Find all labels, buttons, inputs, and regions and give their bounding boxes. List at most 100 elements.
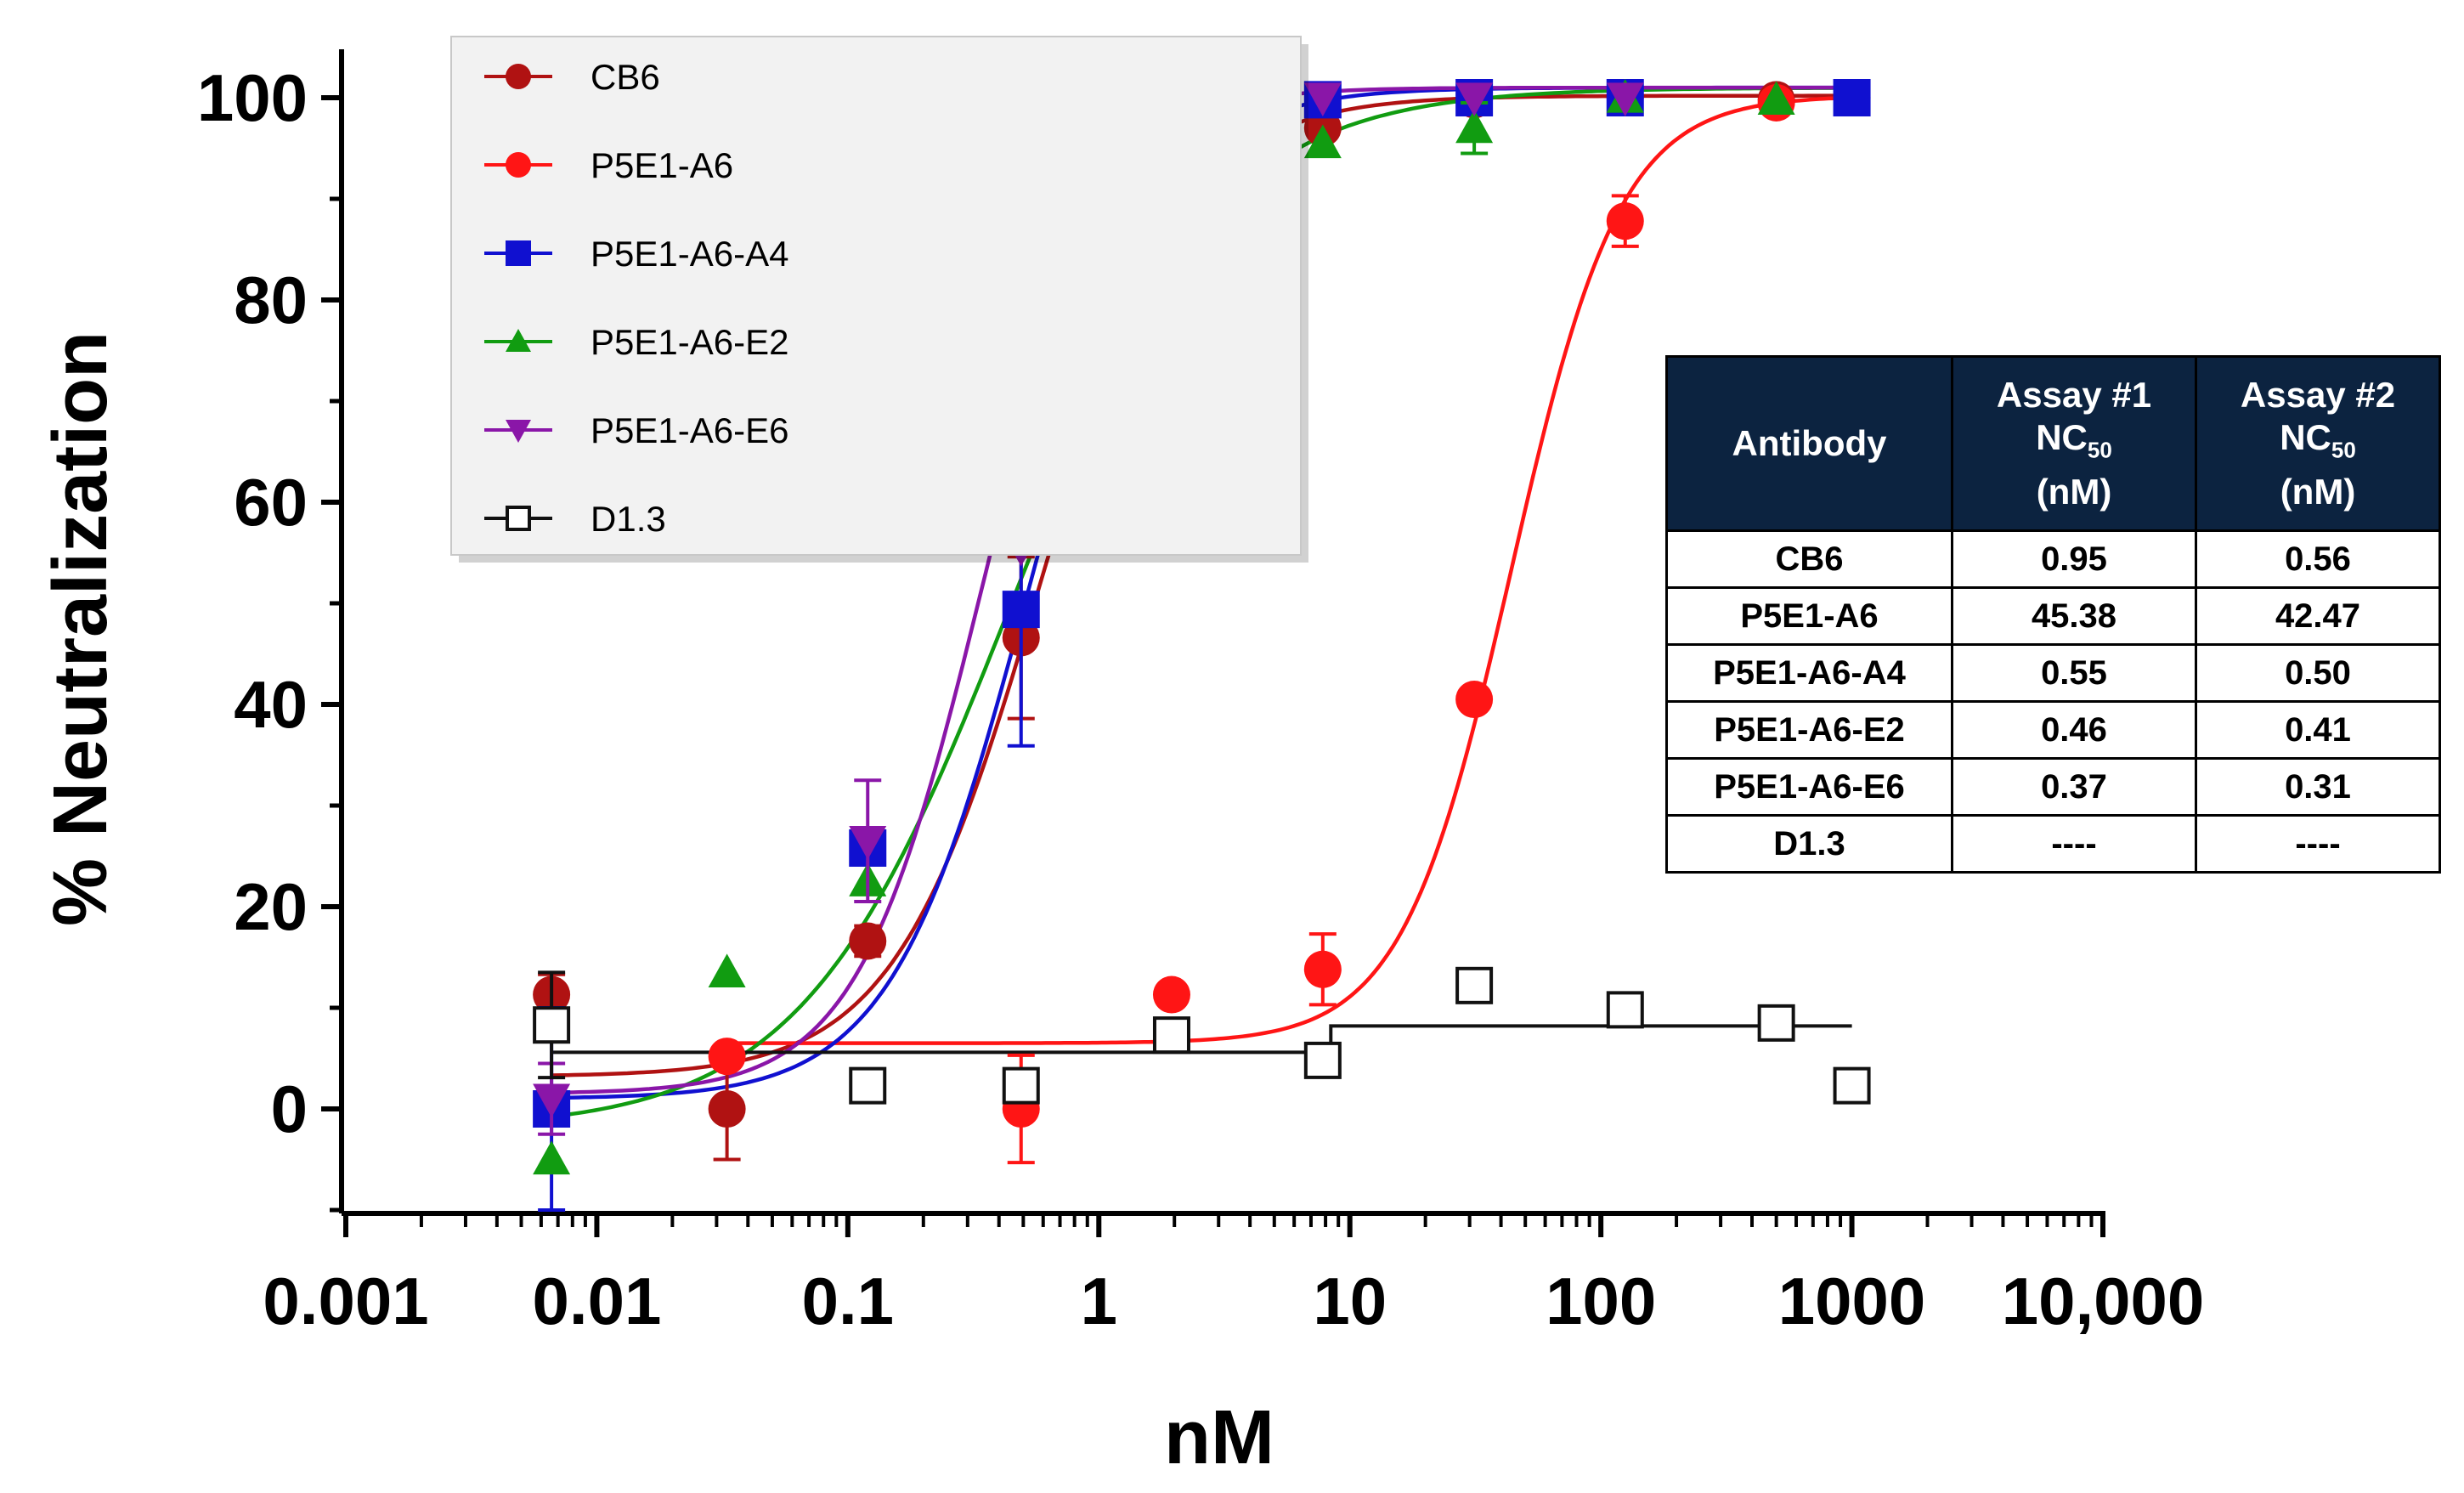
table-row: P5E1-A6-A4 0.55 0.50: [1665, 643, 2441, 703]
tick-labels: 0 20 40 60 80 100 0.001 0.01 0.1 1 10 100 1000 10,000: [197, 60, 2204, 1338]
legend-marker-P5E1-A6-E2: [506, 329, 531, 352]
x-tick-label: 0.01: [533, 1264, 662, 1338]
data-point-P5E1-A6-E2: [533, 1140, 571, 1175]
y-tick-label: 20: [234, 869, 308, 944]
x-axis-title: nM: [1164, 1395, 1274, 1480]
legend-marker-D1.3: [506, 506, 531, 531]
data-point-D1.3: [1606, 991, 1644, 1029]
x-tick-label: 0.001: [263, 1264, 428, 1338]
header-assay1: Assay #1 NC50 (nM): [1951, 355, 2197, 532]
cell-antibody: P5E1-A6-E2: [1665, 700, 1953, 760]
data-point-CB6: [849, 922, 887, 960]
x-tick-label: 1: [1081, 1264, 1117, 1338]
data-point-D1.3: [849, 1066, 887, 1105]
data-point-P5E1-A6-E6: [1303, 82, 1342, 116]
cell-assay1: 0.37: [1951, 757, 2197, 817]
data-point-CB6: [708, 1090, 746, 1128]
data-point-P5E1-A6-E2: [1757, 81, 1795, 115]
data-point-P5E1-A6-E6: [849, 826, 887, 860]
data-point-D1.3: [1455, 966, 1494, 1004]
header-assay2-sub: 50: [2331, 437, 2356, 463]
data-point-P5E1-A6-A4: [1002, 591, 1040, 629]
data-point-P5E1-A6-E6: [1606, 82, 1644, 116]
data-point-D1.3: [1833, 1066, 1871, 1105]
data-point-P5E1-A6: [1606, 202, 1644, 240]
table-row: P5E1-A6-E6 0.37 0.31: [1665, 757, 2441, 817]
nc50-summary-table: Antibody Assay #1 NC50 (nM) Assay #2 NC5…: [1665, 355, 2441, 874]
cell-assay2: 42.47: [2195, 586, 2441, 646]
cell-antibody: P5E1-A6: [1665, 586, 1953, 646]
legend-label: P5E1-A6-E6: [591, 410, 788, 450]
fit-curve-D1.3: [551, 1024, 1852, 1055]
cell-assay2: 0.56: [2195, 529, 2441, 589]
data-point-P5E1-A6-E2: [1455, 109, 1494, 144]
data-point-P5E1-A6-A4: [1833, 79, 1871, 116]
header-assay1-line1: Assay #1: [1996, 374, 2152, 415]
header-assay2-unit: (nM): [2280, 472, 2356, 512]
data-point-P5E1-A6: [1303, 950, 1342, 988]
cell-antibody: CB6: [1665, 529, 1953, 589]
data-points: [533, 79, 1871, 1212]
cell-assay1: 0.95: [1951, 529, 2197, 589]
data-point-D1.3: [1152, 1016, 1190, 1055]
data-point-D1.3: [533, 1006, 571, 1044]
legend-box: [450, 36, 1302, 556]
data-point-P5E1-A6-E6: [533, 1083, 571, 1118]
data-point-D1.3: [1303, 1041, 1342, 1079]
cell-assay1: 0.46: [1951, 700, 2197, 760]
header-antibody: Antibody: [1665, 355, 1953, 532]
legend-marker-CB6: [506, 64, 531, 89]
legend-label: P5E1-A6-A4: [591, 234, 788, 274]
data-point-P5E1-A6: [1455, 681, 1494, 719]
cell-antibody: D1.3: [1665, 814, 1953, 874]
data-point-P5E1-A6-E2: [708, 953, 746, 987]
cell-assay2: 0.50: [2195, 643, 2441, 703]
x-tick-label: 10,000: [2002, 1264, 2205, 1338]
table-row: P5E1-A6 45.38 42.47: [1665, 586, 2441, 646]
y-tick-label: 80: [234, 263, 308, 337]
cell-assay1: 45.38: [1951, 586, 2197, 646]
header-assay1-unit: (nM): [2036, 472, 2112, 512]
y-axis-title: % Neutralization: [38, 331, 123, 926]
y-tick-label: 40: [234, 667, 308, 742]
header-assay1-sub: 50: [2087, 437, 2112, 463]
x-tick-label: 1000: [1778, 1264, 1926, 1338]
cell-assay2: 0.41: [2195, 700, 2441, 760]
fit-curve-P5E1-A6: [726, 95, 1852, 1045]
legend-label: P5E1-A6: [591, 145, 733, 185]
y-tick-label: 0: [271, 1072, 308, 1146]
data-point-D1.3: [1757, 1004, 1795, 1042]
header-assay2: Assay #2 NC50 (nM): [2195, 355, 2441, 532]
legend-marker-P5E1-A6: [506, 152, 531, 178]
cell-assay1: 0.55: [1951, 643, 2197, 703]
data-point-P5E1-A6-E2: [1303, 124, 1342, 159]
legend-label: D1.3: [591, 499, 666, 539]
cell-assay1: ----: [1951, 814, 2197, 874]
data-point-P5E1-A6-E6: [1455, 82, 1494, 116]
legend-label: CB6: [591, 57, 660, 97]
data-point-P5E1-A6: [708, 1038, 746, 1076]
header-assay2-line1: Assay #2: [2240, 374, 2396, 415]
legend-label: P5E1-A6-E2: [591, 322, 788, 362]
data-point-D1.3: [1002, 1066, 1040, 1105]
table-row: P5E1-A6-E2 0.46 0.41: [1665, 700, 2441, 760]
data-point-P5E1-A6: [1152, 976, 1190, 1014]
table-row: CB6 0.95 0.56: [1665, 529, 2441, 589]
legend-marker-P5E1-A6-A4: [506, 240, 531, 266]
cell-antibody: P5E1-A6-A4: [1665, 643, 1953, 703]
x-tick-label: 0.1: [802, 1264, 894, 1338]
x-tick-label: 100: [1546, 1264, 1656, 1338]
x-tick-label: 10: [1313, 1264, 1387, 1338]
cell-antibody: P5E1-A6-E6: [1665, 757, 1953, 817]
table-row: D1.3 ---- ----: [1665, 814, 2441, 874]
y-tick-label: 100: [197, 60, 308, 135]
y-tick-label: 60: [234, 465, 308, 540]
table-header-row: Antibody Assay #1 NC50 (nM) Assay #2 NC5…: [1665, 355, 2441, 532]
cell-assay2: ----: [2195, 814, 2441, 874]
legend-marker-P5E1-A6-E6: [506, 420, 531, 443]
header-assay2-nc: NC: [2280, 416, 2331, 457]
cell-assay2: 0.31: [2195, 757, 2441, 817]
legend: CB6 P5E1-A6 P5E1-A6-A4 P5E1-A6-E2 P5E1-A6-E6…: [450, 36, 1308, 563]
axes: [321, 49, 2105, 1237]
